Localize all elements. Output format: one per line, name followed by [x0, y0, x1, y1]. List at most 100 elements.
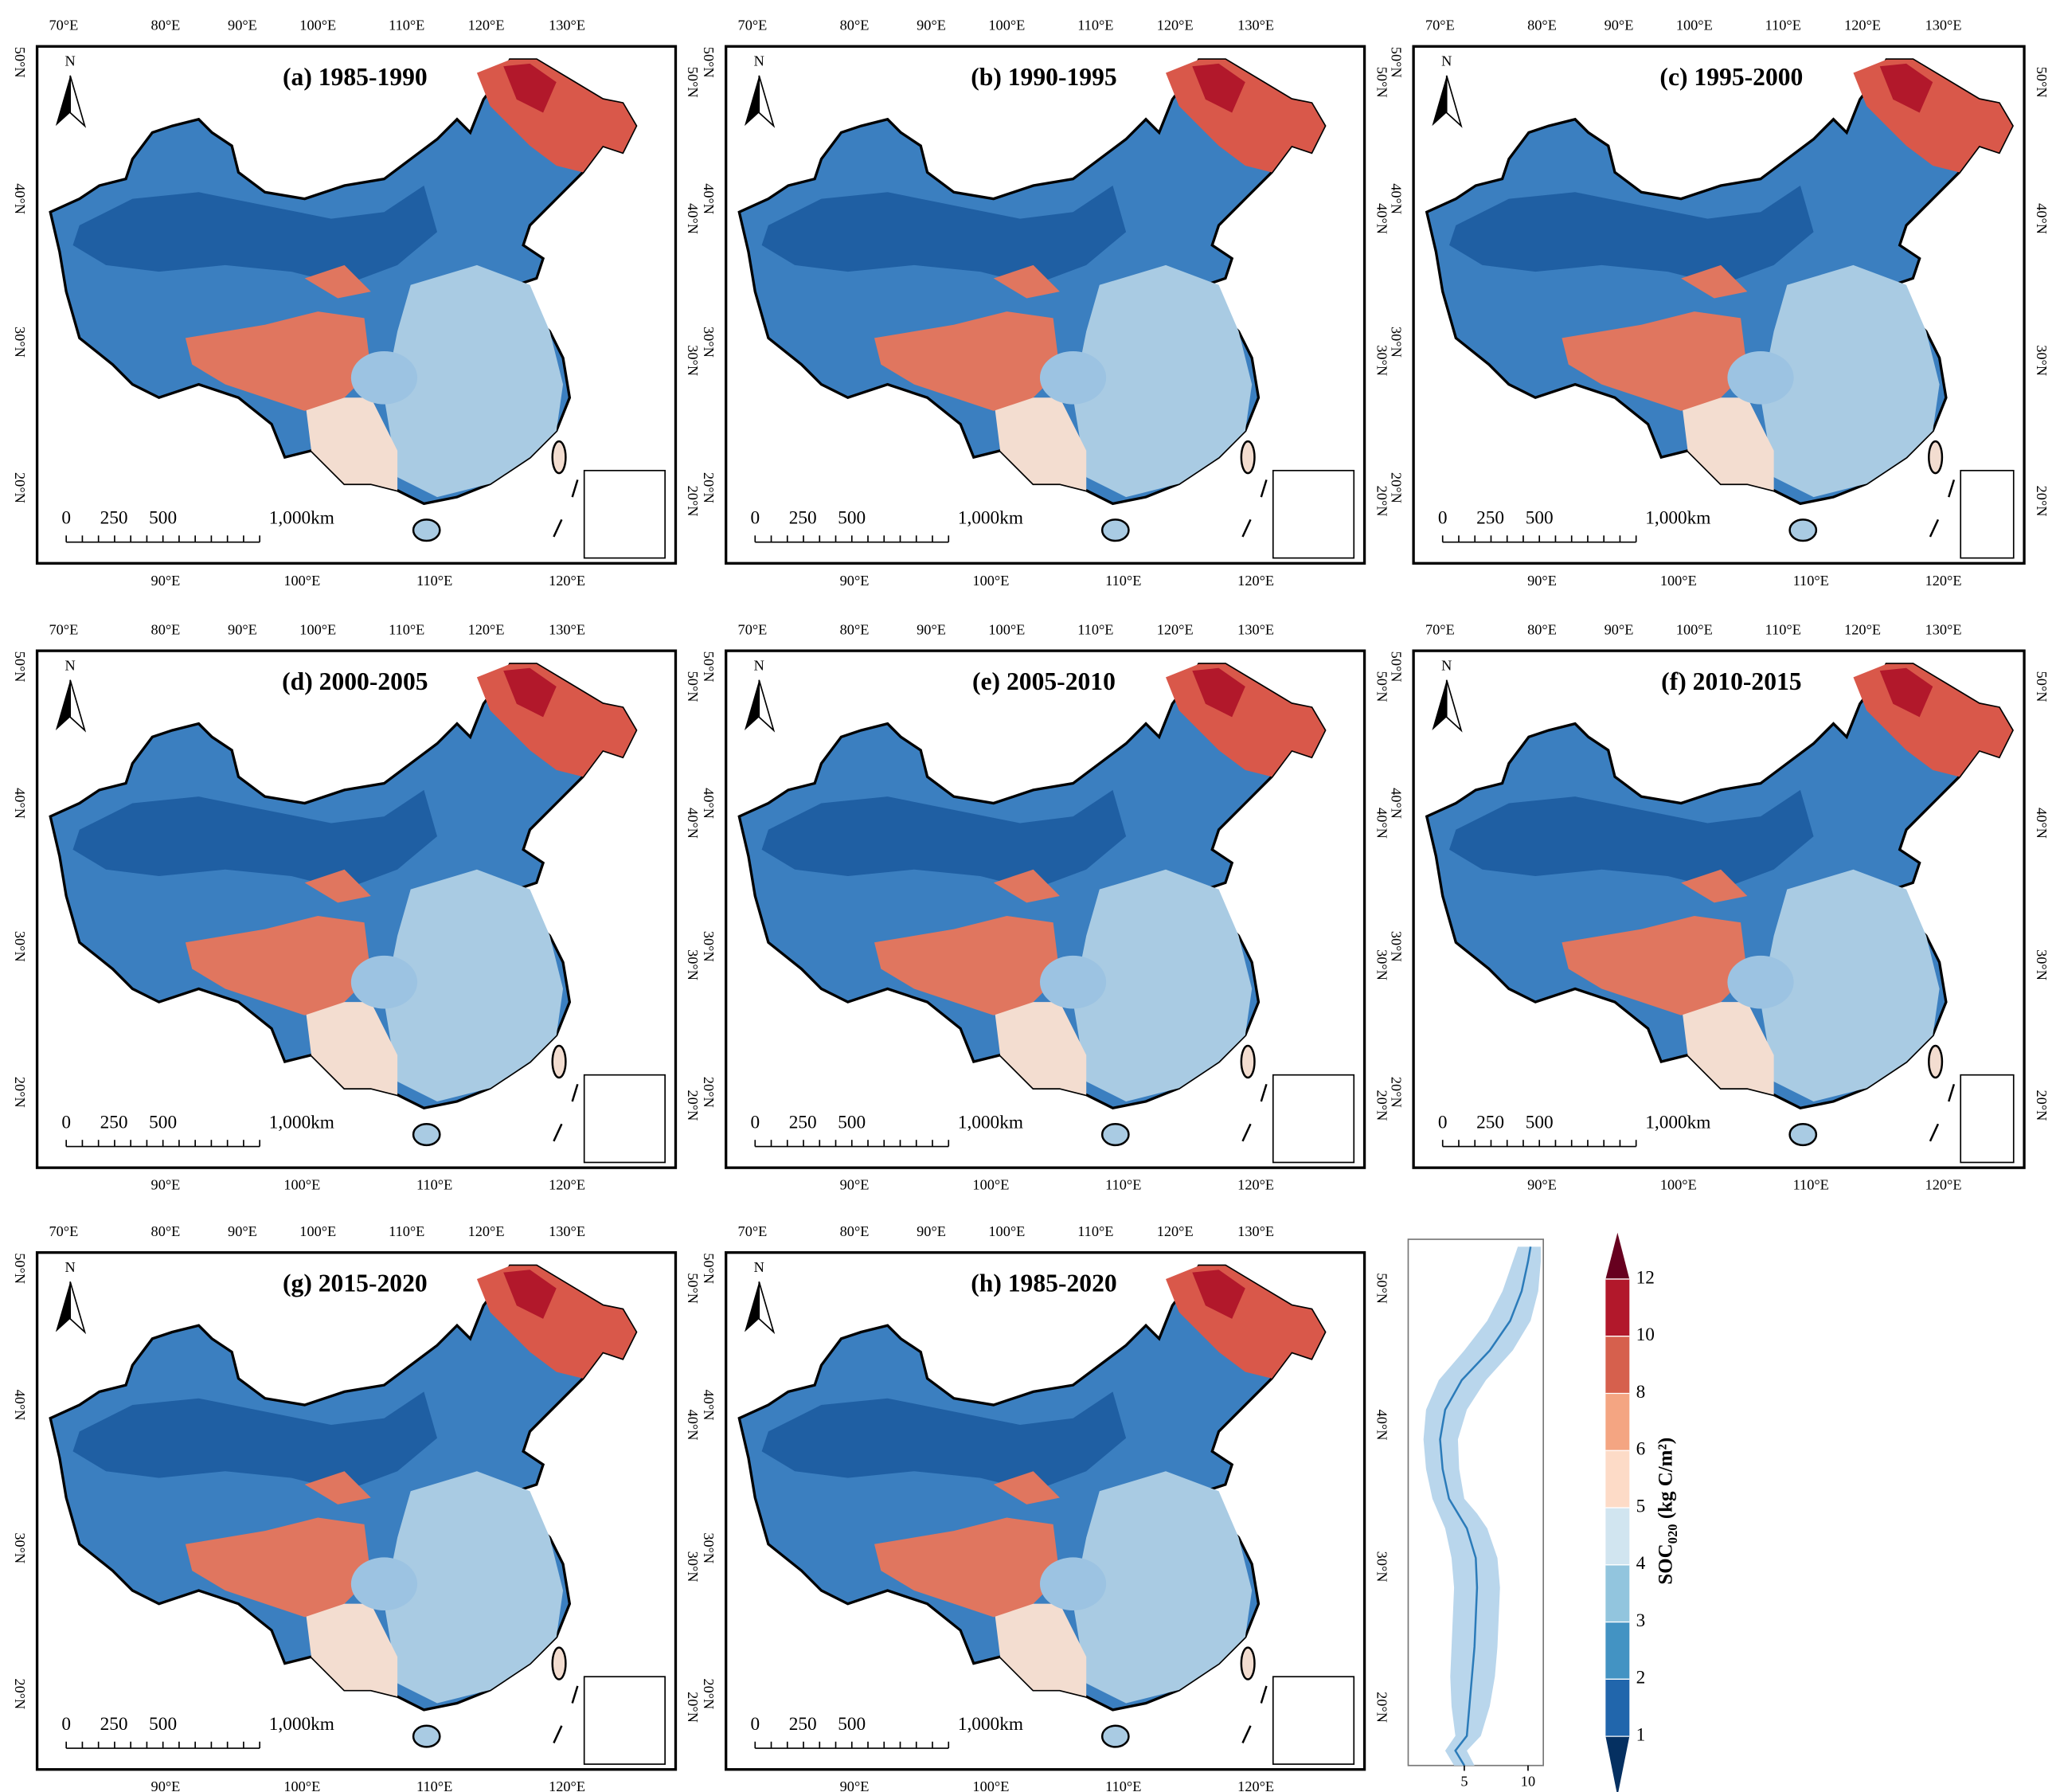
scale-label: 250 [100, 1714, 128, 1735]
right-tick-label: 40°N [1374, 1410, 1390, 1441]
map-panel: (b) 1990-1995 70°E 80°E 90°E 100°E 110°E 120°E… [701, 17, 1390, 588]
china-map [1425, 58, 2014, 542]
north-arrow [1432, 679, 1447, 730]
top-tick-label: 130°E [1237, 1223, 1274, 1239]
top-tick-label: 90°E [228, 621, 257, 637]
left-tick-label: 20°N [12, 1077, 28, 1108]
inset-frame [1272, 469, 1355, 559]
left-tick-label: 40°N [1389, 183, 1405, 214]
top-tick-label: 110°E [1077, 17, 1113, 33]
map-panel: (g) 2015-2020 70°E 80°E 90°E 100°E 110°E 120°E… [12, 1223, 701, 1792]
inset-frame [1960, 469, 2015, 559]
bottom-tick-label: 100°E [283, 573, 320, 589]
scale-label: 0 [61, 1113, 71, 1133]
panel-frame [35, 1251, 678, 1771]
scale-label: 1,000km [1645, 508, 1710, 529]
left-tick-label: 20°N [1389, 472, 1405, 503]
top-tick-label: 70°E [738, 17, 768, 33]
left-tick-label: 50°N [12, 1253, 28, 1284]
right-tick-label: 40°N [1374, 808, 1390, 839]
scale-label: 0 [750, 508, 760, 529]
panel-title: (c) 1995-2000 [1659, 63, 1803, 91]
north-arrow [55, 679, 71, 730]
top-tick-label: 110°E [1765, 621, 1801, 637]
scale-label: 250 [1476, 508, 1504, 529]
north-arrow [55, 1281, 71, 1332]
north-arrow [744, 679, 760, 730]
colorbar-over [1605, 1232, 1630, 1279]
bottom-tick-label: 100°E [1660, 1177, 1697, 1193]
right-tick-label: 30°N [1374, 345, 1390, 376]
right-tick-label: 50°N [685, 671, 701, 702]
top-tick-label: 80°E [1527, 621, 1557, 637]
right-tick-label: 30°N [685, 1551, 701, 1583]
left-tick-label: 20°N [701, 472, 717, 503]
north-label: N [65, 657, 76, 673]
map-panel: (f) 2010-2015 70°E 80°E 90°E 100°E 110°E 120°E… [1389, 621, 2050, 1192]
left-tick-label: 40°N [701, 788, 717, 819]
top-tick-label: 130°E [549, 17, 585, 33]
right-tick-label: 40°N [2034, 808, 2050, 839]
left-tick-label: 20°N [701, 1678, 717, 1709]
scale-label: 500 [149, 1113, 177, 1133]
left-tick-label: 30°N [1389, 931, 1405, 962]
colorbar-tick-label: 6 [1636, 1439, 1646, 1460]
bottom-tick-label: 90°E [151, 1778, 181, 1792]
right-tick-label: 20°N [1374, 1090, 1390, 1121]
north-arrow [69, 679, 87, 733]
top-tick-label: 100°E [1676, 17, 1713, 33]
bottom-tick-label: 110°E [1793, 573, 1829, 589]
colorbar-tick-label: 1 [1636, 1724, 1646, 1745]
top-tick-label: 100°E [988, 17, 1025, 33]
colorbar-segment [1605, 1564, 1630, 1622]
right-tick-label: 50°N [2034, 671, 2050, 702]
panel-frame [725, 1251, 1366, 1771]
right-tick-label: 30°N [685, 345, 701, 376]
bottom-tick-label: 120°E [549, 1177, 585, 1193]
top-tick-label: 80°E [1527, 17, 1557, 33]
right-tick-label: 40°N [685, 808, 701, 839]
top-tick-label: 130°E [549, 621, 585, 637]
bottom-tick-label: 90°E [151, 1177, 181, 1193]
panel-title: (g) 2015-2020 [283, 1270, 428, 1297]
right-tick-label: 50°N [1374, 67, 1390, 98]
top-tick-label: 80°E [151, 17, 181, 33]
bottom-tick-label: 120°E [549, 573, 585, 589]
north-label: N [754, 53, 764, 68]
right-tick-label: 50°N [1374, 1273, 1390, 1304]
left-tick-label: 30°N [12, 1532, 28, 1563]
top-tick-label: 80°E [840, 1223, 870, 1239]
left-tick-label: 50°N [12, 651, 28, 683]
right-tick-label: 40°N [685, 1410, 701, 1441]
top-tick-label: 70°E [49, 1223, 78, 1239]
scale-label: 1,000km [269, 1714, 334, 1735]
right-tick-label: 30°N [2034, 949, 2050, 980]
top-tick-label: 120°E [468, 17, 505, 33]
bottom-tick-label: 110°E [416, 573, 452, 589]
panel-title: (a) 1985-1990 [283, 63, 428, 91]
panel-frame [35, 45, 678, 565]
top-tick-label: 100°E [299, 1223, 336, 1239]
scale-label: 250 [789, 1113, 817, 1133]
scale-label: 1,000km [958, 508, 1023, 529]
left-tick-label: 30°N [12, 931, 28, 962]
scale-label: 0 [1438, 508, 1448, 529]
top-tick-label: 70°E [738, 1223, 768, 1239]
top-tick-label: 70°E [1425, 621, 1455, 637]
china-map [1425, 663, 2014, 1147]
top-tick-label: 100°E [988, 1223, 1025, 1239]
top-tick-label: 80°E [151, 621, 181, 637]
north-label: N [1441, 53, 1452, 68]
top-tick-label: 120°E [1157, 1223, 1194, 1239]
china-map [49, 663, 638, 1147]
right-tick-label: 20°N [2034, 486, 2050, 517]
north-arrow [69, 1281, 87, 1335]
bottom-tick-label: 120°E [1237, 573, 1274, 589]
right-tick-label: 30°N [685, 949, 701, 980]
colorbar-segment [1605, 1278, 1630, 1336]
scale-label: 1,000km [269, 508, 334, 529]
left-tick-label: 50°N [1389, 47, 1405, 78]
scale-label: 1,000km [958, 1113, 1023, 1133]
